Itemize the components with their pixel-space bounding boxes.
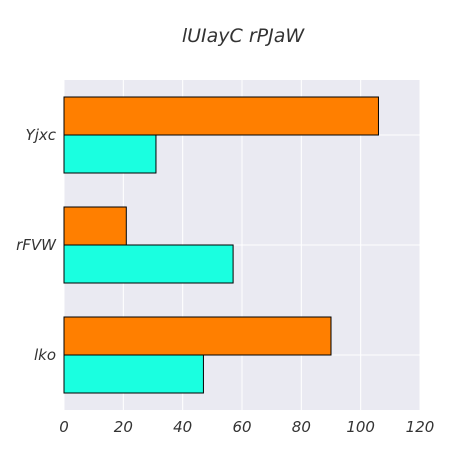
x-tick-label: 0 bbox=[59, 418, 69, 436]
bar-rFVW-series-1 bbox=[63, 244, 234, 284]
bar-rFVW-series-2 bbox=[63, 206, 127, 246]
x-tick-label: 120 bbox=[406, 418, 435, 436]
bars bbox=[63, 96, 379, 394]
bar-Yjxc-series-2 bbox=[63, 96, 379, 136]
x-tick-label: 40 bbox=[173, 418, 192, 436]
y-tick-label: Yjxc bbox=[26, 126, 57, 144]
x-tick-label: 100 bbox=[346, 418, 375, 436]
y-tick-labels: lko rFVW Yjxc bbox=[16, 126, 57, 364]
y-tick-label: lko bbox=[34, 346, 56, 364]
y-tick-label: rFVW bbox=[16, 236, 57, 254]
x-tick-label: 20 bbox=[114, 418, 133, 436]
x-tick-labels: 0 20 40 60 80 100 120 bbox=[59, 418, 434, 436]
bar-lko-series-1 bbox=[63, 354, 204, 394]
bar-lko-series-2 bbox=[63, 316, 332, 356]
x-tick-label: 60 bbox=[232, 418, 251, 436]
chart-title: lUIayC rPJaW bbox=[182, 25, 305, 47]
x-tick-label: 80 bbox=[292, 418, 311, 436]
bar-Yjxc-series-1 bbox=[63, 134, 157, 174]
